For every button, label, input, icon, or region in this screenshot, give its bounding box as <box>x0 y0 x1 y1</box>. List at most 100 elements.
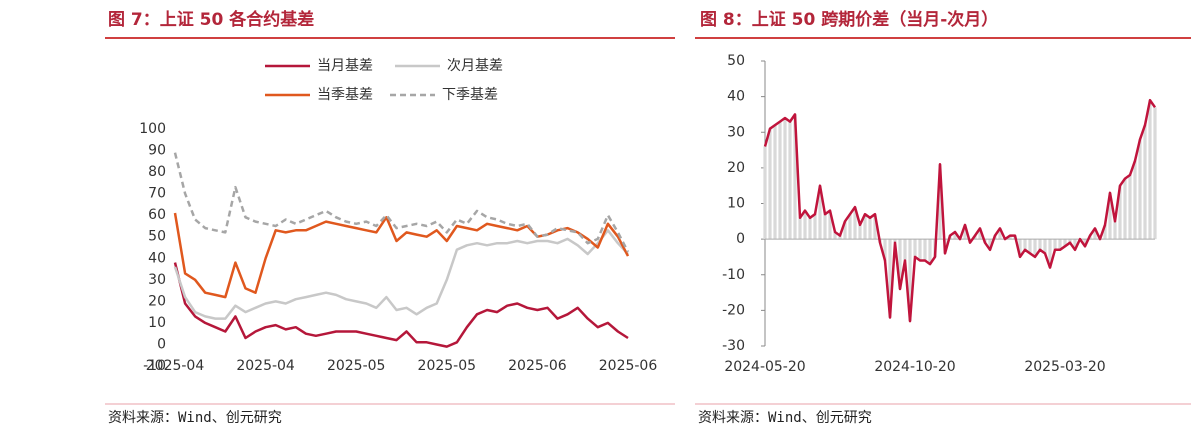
bar <box>1118 185 1122 240</box>
bar <box>1048 239 1052 268</box>
bar <box>863 214 867 240</box>
bar <box>1053 239 1057 250</box>
bar <box>1153 107 1157 240</box>
bar <box>763 146 767 240</box>
bar <box>923 239 927 261</box>
y-tick-label: 90 <box>148 143 166 159</box>
bar <box>883 239 887 261</box>
bar <box>1123 178 1127 240</box>
bar <box>1033 239 1037 257</box>
bar <box>1133 160 1137 240</box>
y-tick-label: 40 <box>148 250 166 266</box>
bar <box>793 114 797 240</box>
y-tick-label: 70 <box>148 186 166 202</box>
chart-title: 图 7：上证 50 各合约基差 <box>108 9 314 30</box>
bar <box>988 239 992 250</box>
series-line <box>173 152 630 253</box>
x-tick-label: 2025-06 <box>599 358 658 374</box>
bar <box>778 121 782 240</box>
bar <box>893 239 897 243</box>
bar <box>833 232 837 240</box>
x-tick-label: 2025-05 <box>327 358 386 374</box>
y-tick-label: -30 <box>722 338 745 354</box>
bar <box>998 228 1002 240</box>
bar <box>908 239 912 322</box>
x-tick-label: 2024-10-20 <box>874 359 955 375</box>
bar <box>1093 228 1097 240</box>
bar <box>1038 239 1042 250</box>
x-tick-label: 2025-04 <box>146 358 205 374</box>
bar <box>1008 235 1012 240</box>
bar <box>898 239 902 289</box>
bar <box>808 217 812 240</box>
bar <box>773 125 777 240</box>
y-tick-label: 30 <box>727 124 745 140</box>
bar <box>1028 239 1032 254</box>
bar <box>838 235 842 240</box>
bar <box>1023 239 1027 250</box>
bar <box>913 239 917 257</box>
series-line <box>173 212 630 299</box>
bar <box>1108 192 1112 240</box>
bar <box>1018 239 1022 257</box>
bar <box>853 207 857 240</box>
bar <box>938 164 942 240</box>
bar <box>1113 221 1117 240</box>
bar <box>858 224 862 240</box>
y-tick-label: 60 <box>148 207 166 223</box>
y-tick-label: 80 <box>148 164 166 180</box>
x-tick-label: 2025-05 <box>418 358 477 374</box>
x-tick-label: 2024-05-20 <box>724 359 805 375</box>
bar <box>1073 239 1077 250</box>
bar <box>1068 239 1072 243</box>
bar <box>1128 175 1132 240</box>
y-tick-label: 20 <box>148 293 166 309</box>
bar <box>1143 125 1147 240</box>
y-tick-label: 50 <box>727 53 745 69</box>
y-tick-label: 0 <box>736 231 745 247</box>
bar <box>918 239 922 261</box>
source-note: 资料来源：Wind、创元研究 <box>108 410 282 426</box>
bar <box>1058 239 1062 250</box>
y-tick-label: 30 <box>148 272 166 288</box>
bar <box>1043 239 1047 254</box>
bar <box>788 121 792 240</box>
series-line <box>173 229 629 320</box>
bar <box>1138 139 1142 240</box>
x-tick-label: 2025-06 <box>508 358 567 374</box>
y-tick-label: 10 <box>148 315 166 331</box>
legend-label: 当季基差 <box>317 86 373 103</box>
bar <box>928 239 932 265</box>
y-tick-label: -10 <box>143 358 166 374</box>
bar <box>768 128 772 240</box>
bar <box>818 185 822 240</box>
bar <box>1063 239 1067 247</box>
y-tick-label: 100 <box>139 121 166 137</box>
bar <box>1148 100 1152 240</box>
bar <box>1103 224 1107 240</box>
legend-label: 次月基差 <box>447 57 503 74</box>
bar <box>843 221 847 240</box>
legend-label: 下季基差 <box>442 86 498 103</box>
bar <box>813 214 817 240</box>
bar <box>953 232 957 240</box>
legend-label: 当月基差 <box>317 57 373 74</box>
bar <box>798 217 802 240</box>
y-tick-label: -20 <box>722 302 745 318</box>
bar <box>783 118 787 240</box>
y-tick-label: 50 <box>148 229 166 245</box>
series-line <box>763 98 1157 323</box>
y-tick-label: -10 <box>722 267 745 283</box>
bar <box>963 224 967 240</box>
bar <box>868 217 872 240</box>
y-tick-label: 0 <box>157 336 166 352</box>
y-tick-label: 10 <box>727 196 745 212</box>
source-note: 资料来源：Wind、创元研究 <box>698 410 872 426</box>
y-tick-label: 40 <box>727 89 745 105</box>
x-tick-label: 2025-03-20 <box>1024 359 1105 375</box>
bar <box>823 214 827 240</box>
series-line <box>173 262 629 348</box>
bar <box>1083 239 1087 247</box>
